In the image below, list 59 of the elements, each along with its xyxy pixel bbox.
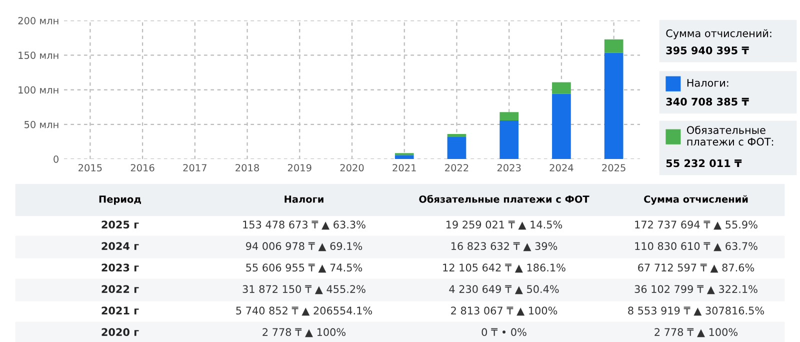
bar [500, 120, 519, 160]
text: 31 872 150 ₸ ▲ 455.2% [242, 285, 366, 294]
text: 5 740 852 ₸ ▲ 206554.1% [236, 306, 372, 316]
x-tick-label: 2023 [497, 164, 521, 172]
bar [500, 112, 519, 121]
text: 4 230 649 ₸ ▲ 50.4% [449, 285, 559, 294]
text: Сумма отчислений: [666, 29, 772, 40]
y-tick-label: 150 млн [18, 52, 58, 59]
text: Период [99, 196, 141, 205]
y-tick-label: 200 млн [18, 17, 58, 24]
text: 2020 г [102, 328, 139, 336]
text: 395 940 395 ₸ [666, 46, 749, 54]
text: 2 778 ₸ ▲ 100% [654, 328, 738, 338]
bar [394, 155, 414, 160]
x-tick-label: 2024 [550, 164, 574, 172]
text: 67 712 597 ₸ ▲ 87.6% [638, 264, 754, 273]
text: 8 553 919 ₸ ▲ 307816.5% [628, 306, 764, 316]
x-tick-label: 2020 [340, 164, 364, 172]
text: 16 823 632 ₸ ▲ 39% [451, 242, 558, 252]
text: 0 ₸ • 0% [482, 328, 526, 336]
bar [447, 136, 466, 160]
text: 55 232 011 ₸ [666, 159, 742, 168]
text: 2022 г [102, 285, 139, 294]
text: 12 105 642 ₸ ▲ 186.1% [443, 264, 566, 273]
bar [604, 52, 624, 160]
text: 2 813 067 ₸ ▲ 100% [451, 306, 558, 316]
x-tick-label: 2015 [78, 164, 102, 172]
text: Налоги [284, 196, 324, 203]
y-tick-label: 100 млн [18, 86, 58, 94]
x-tick-label: 2025 [602, 164, 626, 172]
text: 2023 г [102, 264, 139, 272]
text: 94 006 978 ₸ ▲ 69.1% [246, 242, 362, 252]
bar [552, 82, 571, 94]
x-tick-label: 2019 [288, 164, 312, 172]
text: 172 737 694 ₸ ▲ 55.9% [635, 220, 758, 230]
text: Сумма отчислений [644, 195, 748, 205]
x-tick-label: 2016 [130, 164, 154, 172]
y-tick-label: 50 млн [24, 120, 58, 128]
legend-label: Обязательные платежи с ФОТ: [686, 126, 774, 146]
x-tick-label: 2017 [183, 164, 206, 172]
x-tick-label: 2022 [445, 164, 468, 172]
text: 19 259 021 ₸ ▲ 14.5% [446, 220, 562, 230]
legend-label: Налоги: [687, 79, 728, 87]
text: 110 830 610 ₸ ▲ 63.7% [635, 242, 758, 252]
text: 55 606 955 ₸ ▲ 74.5% [246, 264, 362, 273]
text: 340 708 385 ₸ [666, 98, 749, 106]
y-tick-label: 0 [54, 156, 58, 163]
text: Обязательные платежи с ФОТ [419, 194, 590, 203]
text: 153 478 673 ₸ ▲ 63.3% [243, 220, 366, 230]
text: 2 778 ₸ ▲ 100% [262, 328, 346, 338]
text: 2025 г [102, 220, 139, 229]
x-tick-label: 2021 [392, 164, 416, 172]
text: 2021 г [102, 306, 139, 315]
bar [604, 39, 624, 53]
text: 2024 г [102, 242, 139, 250]
bar [447, 134, 466, 137]
text: 36 102 799 ₸ ▲ 322.1% [634, 285, 758, 294]
bar [552, 94, 571, 160]
x-tick-label: 2018 [236, 164, 259, 172]
